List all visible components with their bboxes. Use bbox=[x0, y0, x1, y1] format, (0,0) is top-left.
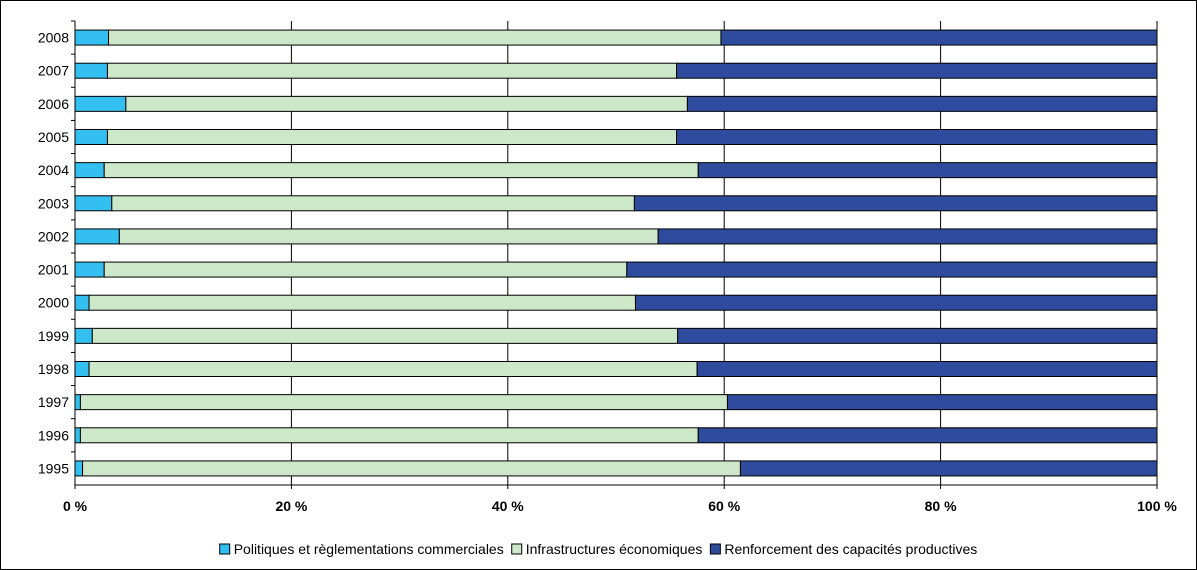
legend: Politiques et règlementations commercial… bbox=[219, 541, 977, 557]
bar-1997-series-0 bbox=[74, 394, 81, 411]
bar-2001-series-1 bbox=[103, 261, 628, 278]
bar-1997-series-1 bbox=[79, 394, 728, 411]
category-label-2000: 2000 bbox=[38, 295, 69, 311]
x-tick-label-3: 60 % bbox=[708, 498, 740, 514]
bars bbox=[74, 29, 1158, 477]
category-label-2001: 2001 bbox=[38, 262, 69, 278]
x-tick-label-2: 40 % bbox=[492, 498, 524, 514]
bar-2008-series-1 bbox=[108, 29, 722, 46]
bar-2005-series-1 bbox=[106, 129, 678, 145]
legend-item-0: Politiques et règlementations commercial… bbox=[219, 541, 504, 557]
category-label-1995: 1995 bbox=[38, 460, 69, 476]
axes: 1995 1996 1997 1998 1999 2000 2001 2002 2003 2004… bbox=[38, 20, 1177, 514]
bar-2008-series-2 bbox=[720, 29, 1158, 46]
category-label-2002: 2002 bbox=[38, 228, 69, 244]
bar-2008-series-0 bbox=[74, 29, 110, 46]
bar-2004-series-2 bbox=[697, 162, 1158, 179]
bar-2003-series-0 bbox=[74, 195, 113, 212]
bar-2002-series-2 bbox=[657, 228, 1158, 245]
bar-1995-series-2 bbox=[739, 460, 1158, 477]
category-label-1999: 1999 bbox=[38, 328, 69, 344]
bar-1997-series-2 bbox=[726, 394, 1158, 411]
category-label-2005: 2005 bbox=[38, 129, 69, 145]
legend-item-1: Infrastructures économiques bbox=[511, 541, 703, 557]
bar-2000-series-2 bbox=[634, 294, 1158, 311]
bar-1996-series-0 bbox=[74, 427, 81, 444]
category-label-2006: 2006 bbox=[38, 96, 69, 112]
bar-1999-series-1 bbox=[91, 327, 679, 344]
bar-2000-series-0 bbox=[74, 294, 90, 311]
bar-2000-series-1 bbox=[88, 294, 636, 311]
bar-1998-series-0 bbox=[74, 361, 90, 377]
bar-2004-series-0 bbox=[74, 162, 105, 179]
bar-2007-series-1 bbox=[106, 62, 678, 79]
bar-2006-series-2 bbox=[686, 95, 1158, 112]
category-label-2008: 2008 bbox=[38, 30, 69, 46]
category-label-1997: 1997 bbox=[38, 394, 69, 410]
bar-2001-series-0 bbox=[74, 261, 105, 278]
category-label-2003: 2003 bbox=[38, 195, 69, 211]
legend-label-0: Politiques et règlementations commercial… bbox=[234, 541, 504, 557]
bar-2004-series-1 bbox=[103, 162, 699, 179]
bar-2005-series-2 bbox=[676, 129, 1158, 145]
bar-2002-series-1 bbox=[118, 228, 659, 245]
x-tick-label-4: 80 % bbox=[925, 498, 957, 514]
legend-swatch-0 bbox=[219, 543, 231, 555]
legend-label-2: Renforcement des capacités productives bbox=[724, 541, 977, 557]
legend-item-2: Renforcement des capacités productives bbox=[709, 541, 977, 557]
category-label-1996: 1996 bbox=[38, 427, 69, 443]
bar-2006-series-1 bbox=[125, 95, 688, 112]
bar-2001-series-2 bbox=[626, 261, 1158, 278]
bar-1996-series-2 bbox=[697, 427, 1158, 444]
bar-2003-series-2 bbox=[633, 195, 1158, 212]
bar-1999-series-2 bbox=[677, 327, 1158, 344]
legend-label-1: Infrastructures économiques bbox=[526, 541, 703, 557]
legend-swatch-1 bbox=[511, 543, 523, 555]
x-tick-label-1: 20 % bbox=[275, 498, 307, 514]
bar-2006-series-0 bbox=[74, 95, 127, 112]
category-label-2007: 2007 bbox=[38, 63, 69, 79]
grid-lines bbox=[290, 21, 1158, 485]
category-label-2004: 2004 bbox=[38, 162, 69, 178]
bar-2005-series-0 bbox=[74, 129, 108, 145]
bar-1996-series-1 bbox=[79, 427, 699, 444]
bar-2003-series-1 bbox=[111, 195, 635, 212]
bar-2002-series-0 bbox=[74, 228, 120, 245]
bar-2007-series-2 bbox=[676, 62, 1158, 79]
bar-2007-series-0 bbox=[74, 62, 108, 79]
bar-1995-series-0 bbox=[74, 460, 84, 477]
bar-1995-series-1 bbox=[82, 460, 741, 477]
x-tick-label-5: 100 % bbox=[1137, 498, 1177, 514]
bar-1998-series-1 bbox=[88, 361, 698, 377]
bar-1999-series-0 bbox=[74, 327, 93, 344]
legend-swatch-2 bbox=[709, 543, 721, 555]
x-tick-label-0: 0 % bbox=[63, 498, 88, 514]
category-label-1998: 1998 bbox=[38, 361, 69, 377]
bar-1998-series-2 bbox=[696, 361, 1158, 377]
